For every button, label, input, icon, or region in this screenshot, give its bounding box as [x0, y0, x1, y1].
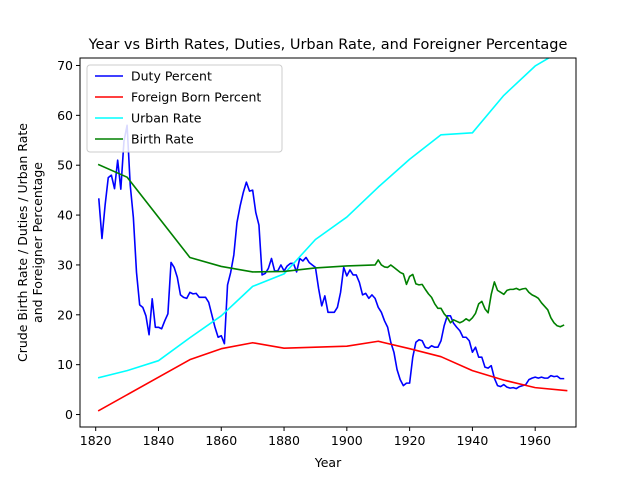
plot-frame	[79, 57, 577, 428]
legend-frame	[86, 64, 283, 153]
y-axis: 0 10 20 30 40 50 60 70	[57, 58, 80, 422]
x-tick-label: 1900	[331, 433, 363, 448]
y-axis-label: Crude Birth Rate / Duties / Urban Rate a…	[15, 123, 45, 362]
chart-title: Year vs Birth Rates, Duties, Urban Rate,…	[88, 37, 568, 53]
plot-area	[79, 57, 577, 428]
x-axis-label: Year	[314, 455, 342, 470]
legend-label-duty-percent: Duty Percent	[131, 69, 212, 84]
series-line-foreign-born-percent	[97, 340, 568, 412]
y-tick-label: 10	[57, 357, 73, 372]
y-axis-label-line-1: Crude Birth Rate / Duties / Urban Rate	[15, 123, 30, 362]
x-tick-label: 1920	[394, 433, 426, 448]
y-tick-label: 20	[57, 307, 73, 322]
x-axis: 1820 1840 1860 1880 1900 1920 1940 1960	[80, 427, 551, 448]
y-tick-label: 70	[57, 58, 73, 73]
series-line-urban-rate	[97, 58, 551, 379]
legend: Duty Percent Foreign Born Percent Urban …	[86, 64, 283, 153]
y-tick-label: 40	[57, 208, 73, 223]
x-tick-label: 1960	[519, 433, 551, 448]
y-tick-label: 60	[57, 108, 73, 123]
legend-label-birth-rate: Birth Rate	[131, 132, 194, 147]
x-tick-label: 1820	[80, 433, 112, 448]
x-tick-label: 1840	[143, 433, 175, 448]
y-axis-label-line-2: and Foreigner Percentage	[30, 162, 45, 323]
series-line-birth-rate	[97, 163, 565, 328]
series-group	[97, 58, 568, 412]
legend-label-urban-rate: Urban Rate	[131, 111, 202, 126]
x-tick-label: 1880	[268, 433, 300, 448]
y-tick-label: 50	[57, 158, 73, 173]
x-tick-label: 1860	[205, 433, 237, 448]
legend-label-foreign-born-percent: Foreign Born Percent	[131, 90, 261, 105]
x-tick-label: 1940	[456, 433, 488, 448]
series-line-duty-percent	[97, 124, 565, 390]
y-tick-label: 0	[65, 407, 73, 422]
y-tick-label: 30	[57, 257, 73, 272]
